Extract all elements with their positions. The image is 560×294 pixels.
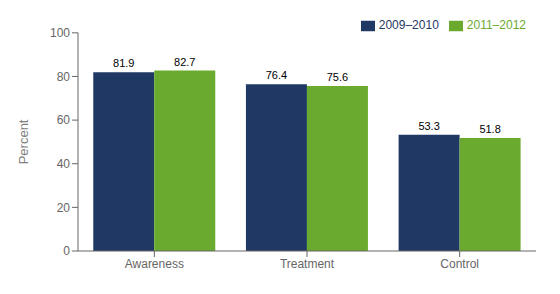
html-text:2009–2010: 2009–2010 xyxy=(378,18,439,32)
svg-text:Percent: Percent xyxy=(16,119,31,164)
svg-text:20: 20 xyxy=(57,201,71,215)
svg-text:76.4: 76.4 xyxy=(266,69,287,81)
svg-text:80: 80 xyxy=(57,70,71,84)
svg-text:Awareness: Awareness xyxy=(125,257,184,271)
svg-text:40: 40 xyxy=(57,157,71,171)
svg-text:53.3: 53.3 xyxy=(418,120,439,132)
html-text:2011–2012: 2011–2012 xyxy=(466,18,526,32)
svg-text:75.6: 75.6 xyxy=(327,71,348,83)
svg-text:60: 60 xyxy=(57,113,71,127)
svg-text:51.8: 51.8 xyxy=(479,123,500,135)
svg-text:0: 0 xyxy=(63,244,70,258)
svg-text:100: 100 xyxy=(50,26,70,40)
svg-text:Control: Control xyxy=(440,257,479,271)
svg-text:81.9: 81.9 xyxy=(113,57,134,69)
svg-text:82.7: 82.7 xyxy=(174,56,195,68)
svg-text:Treatment: Treatment xyxy=(280,257,335,271)
